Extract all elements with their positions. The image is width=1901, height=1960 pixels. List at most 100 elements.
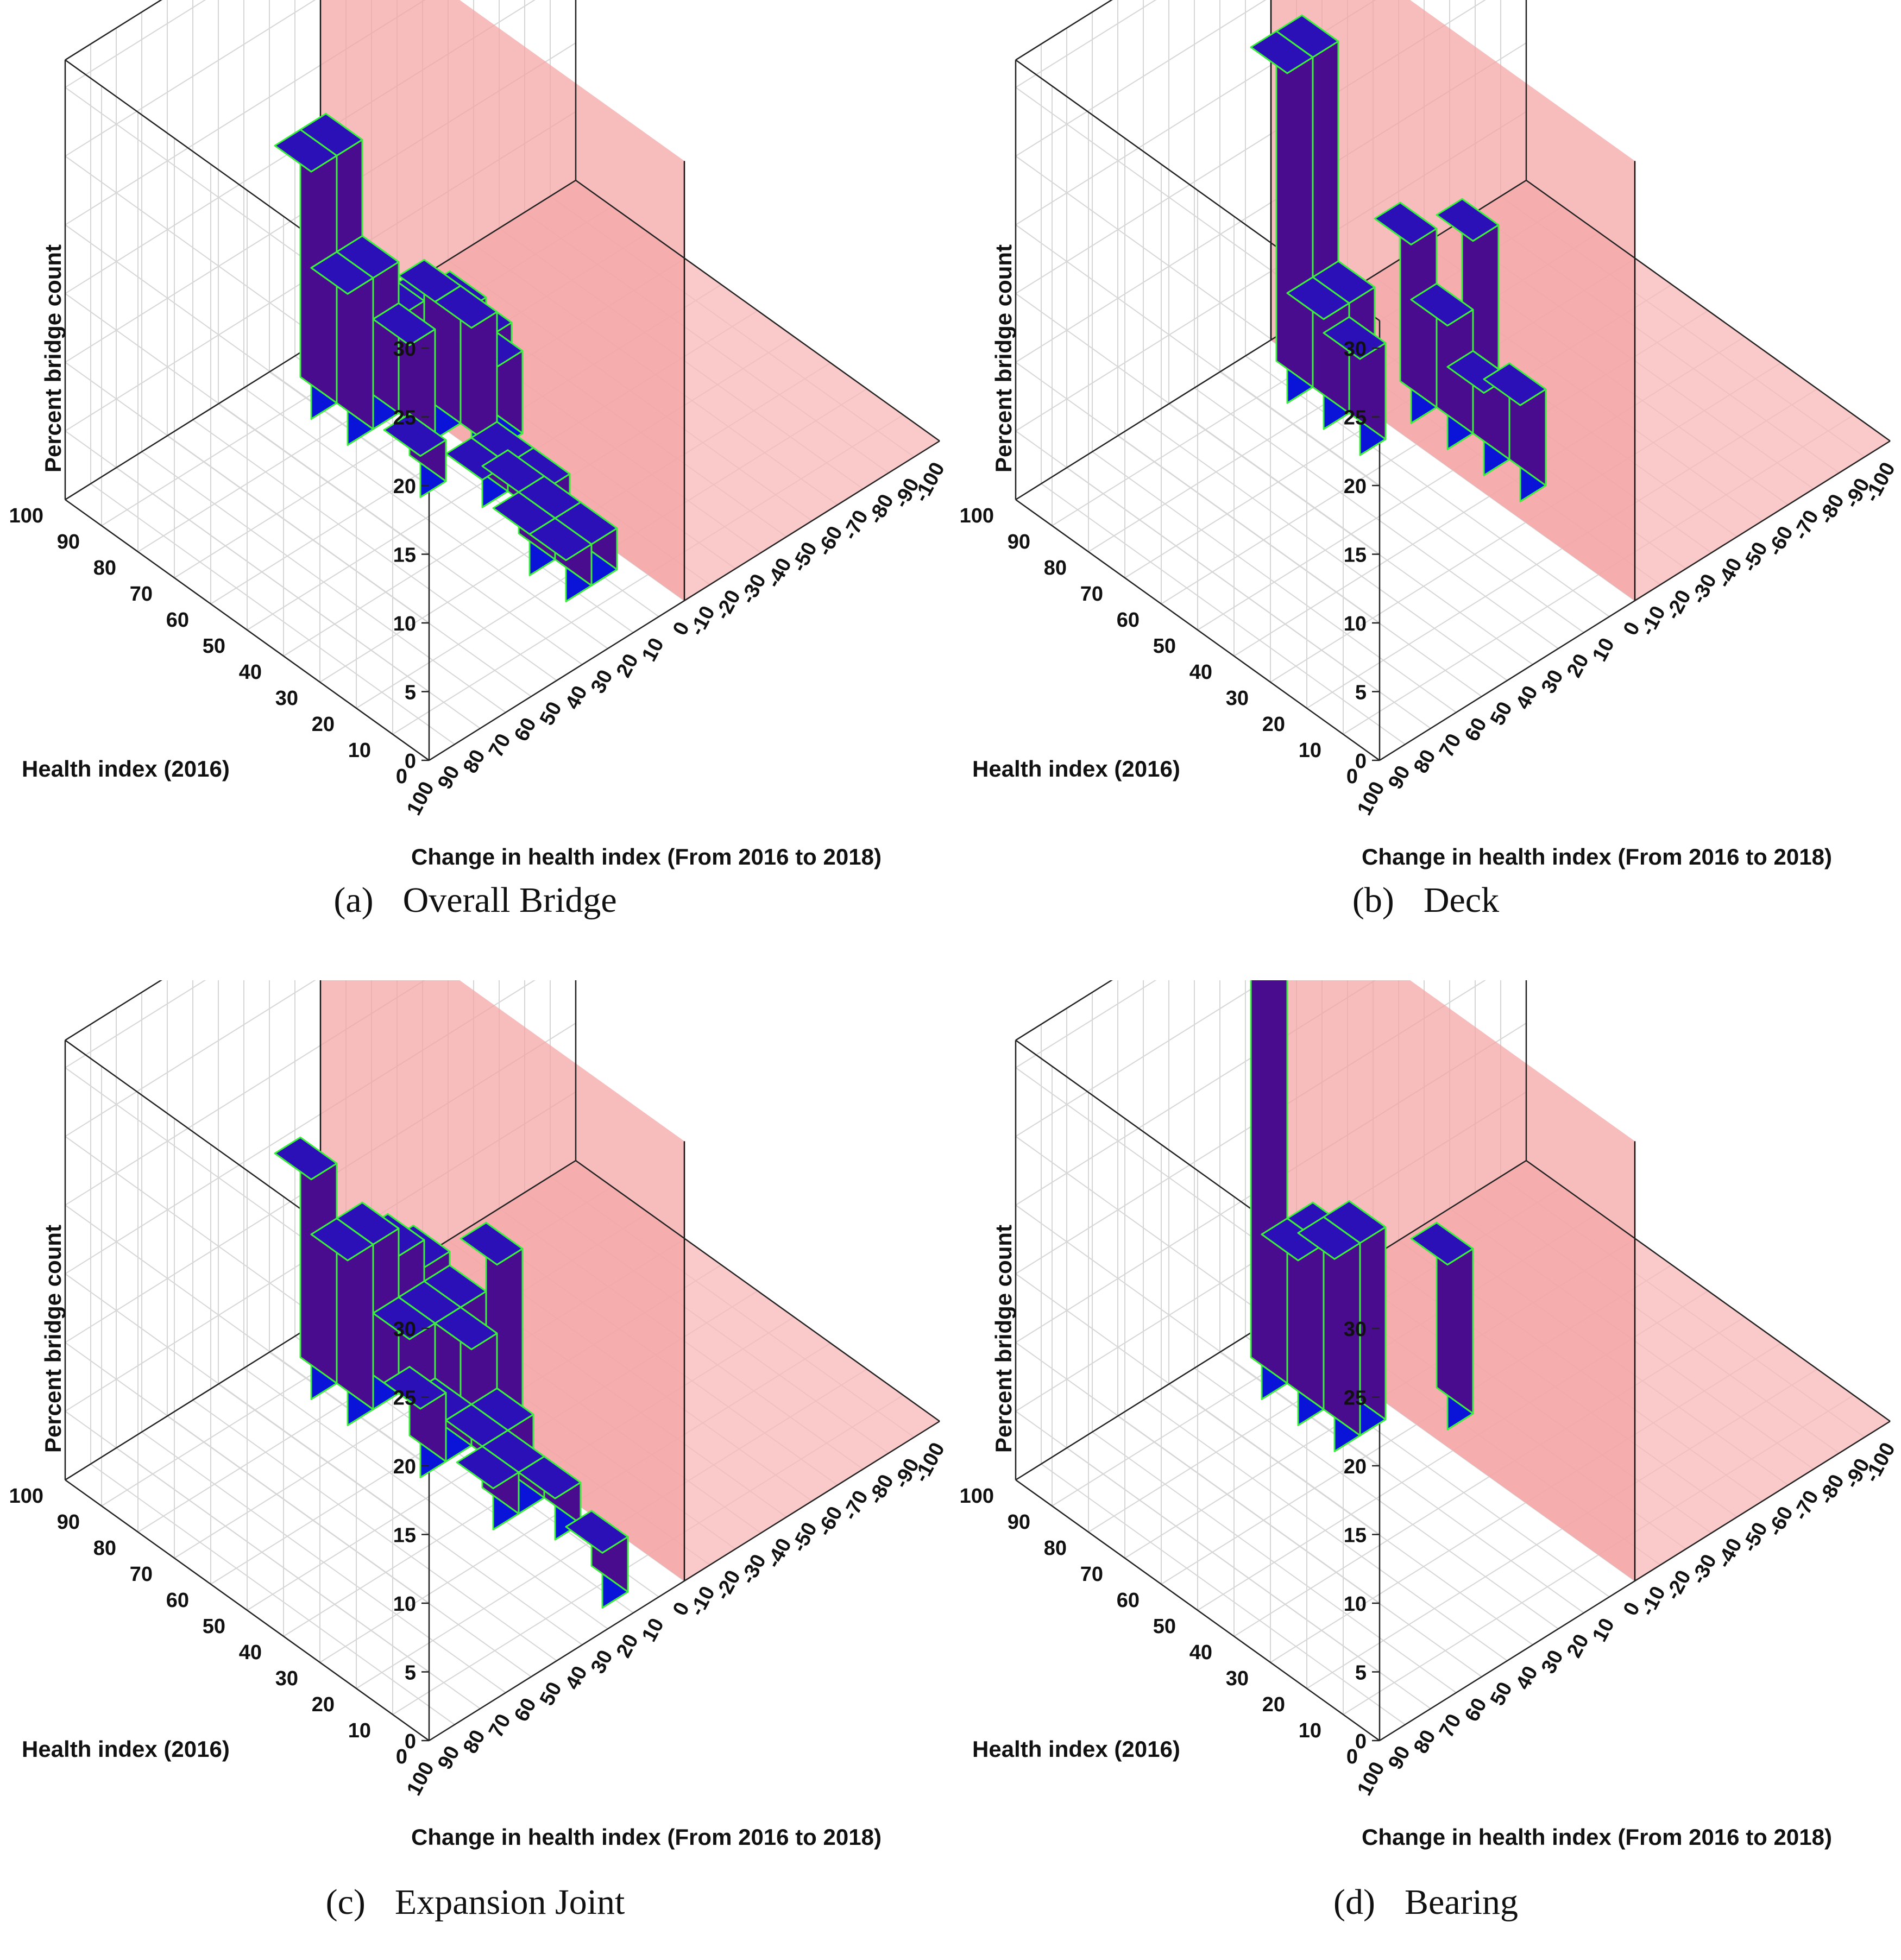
x-tick-label: 100 (402, 778, 439, 820)
y-tick-label: 40 (239, 661, 262, 684)
caption-d: (d) Bearing (950, 1882, 1901, 1923)
y-tick-label: 60 (166, 609, 189, 632)
z-tick-label: 15 (393, 544, 416, 567)
wall-gridline (65, 293, 430, 555)
chart-group: 0510152025300102030405060708090100100908… (960, 0, 1900, 869)
y-tick-label: 20 (1262, 713, 1285, 736)
wall-gridline (1015, 0, 1157, 88)
wall-gridline (65, 980, 206, 1068)
bar-side-face (1275, 30, 1314, 388)
bar (518, 1455, 582, 1541)
bar (310, 1218, 374, 1426)
z-tick-label: 30 (1344, 338, 1367, 361)
bar-top-face (528, 517, 593, 562)
axis-line (1379, 440, 1891, 761)
y-tick-label: 40 (239, 1641, 262, 1664)
bar-top-face (372, 302, 436, 346)
z-tick-label: 25 (1344, 1387, 1367, 1410)
panel-b: 0 5 10 15 20 25 30 0 10 20 30 40 50 60 70 80 90 100 100 90 8… (950, 0, 1901, 980)
z-tick-label: 25 (393, 407, 416, 430)
axis-line (1015, 1479, 1380, 1742)
axis-line (1526, 1159, 1891, 1422)
chart-a: 0510152025300102030405060708090100100908… (9, 0, 949, 869)
bars (1250, 14, 1547, 502)
z-tick-label: 5 (405, 682, 416, 704)
caption-b-label: (b) (1352, 880, 1394, 920)
bars (1250, 980, 1474, 1452)
z-axis-title: Percent bridge count (991, 1225, 1016, 1453)
y-axis-title: Health index (2016) (22, 1736, 230, 1762)
bar-top-face (383, 413, 447, 457)
y-tick-label: 40 (1189, 1641, 1212, 1664)
z-tick-label: 5 (1355, 682, 1367, 704)
axis-line (575, 179, 940, 442)
bar-top-face (1410, 1221, 1474, 1266)
z-axis-title: Percent bridge count (40, 244, 66, 472)
y-tick-label: 90 (57, 531, 80, 553)
bar-top-face (1261, 1218, 1325, 1262)
z-tick-label: 0 (1355, 750, 1367, 773)
bar (274, 1136, 338, 1400)
chart-group: 0510152025300102030405060708090100100908… (9, 0, 949, 869)
wall-gridline (1015, 224, 1380, 486)
y-tick-label: 60 (1117, 609, 1140, 632)
caption-c-label: (c) (325, 1882, 366, 1922)
z-axis-title: Percent bridge count (991, 244, 1016, 472)
y-tick-label: 100 (9, 1485, 43, 1508)
y-tick-label: 50 (203, 635, 225, 658)
axis-line (1015, 0, 1113, 61)
wall-gridline (65, 430, 430, 692)
y-tick-label: 10 (348, 1719, 371, 1742)
z-tick-label: 0 (1355, 1730, 1367, 1753)
bar (398, 259, 462, 440)
bars (274, 112, 618, 602)
wall-gridline (65, 362, 430, 623)
panel-d: 0 5 10 15 20 25 30 0 10 20 30 40 50 60 70 80 90 100 100 90 8… (950, 980, 1901, 1960)
bar-side-face (1250, 980, 1288, 1384)
y-tick-label: 100 (9, 505, 43, 527)
bar (383, 1366, 447, 1478)
bar-top-face (518, 1455, 582, 1499)
y-tick-label: 70 (130, 1563, 153, 1586)
bar (1483, 362, 1547, 502)
chart-b: 0510152025300102030405060708090100100908… (960, 0, 1900, 869)
wall-gridline (1015, 980, 1267, 1137)
axis-line (1015, 179, 1527, 501)
axis-line (429, 1420, 940, 1742)
z-tick-label: 25 (1344, 407, 1367, 430)
y-tick-label: 100 (960, 505, 994, 527)
chart-group: 0510152025300102030405060708090100100908… (960, 980, 1900, 1850)
bar (1323, 316, 1387, 456)
bar (456, 1445, 520, 1530)
x-axis-title: Change in health index (From 2016 to 201… (411, 1824, 882, 1850)
y-tick-label: 100 (960, 1485, 994, 1508)
axis-line (65, 980, 162, 1041)
z-tick-label: 5 (1355, 1662, 1367, 1685)
wall-gridline (1015, 1273, 1380, 1535)
bar-top-face (310, 251, 374, 295)
wall-gridline (65, 224, 430, 486)
z-tick-label: 15 (1344, 544, 1367, 567)
bar (372, 302, 436, 456)
axis-line (1379, 1420, 1891, 1742)
bar-top-face (1436, 198, 1500, 242)
bar (1410, 282, 1474, 450)
wall-gridline (1015, 1205, 1380, 1466)
y-tick-label: 10 (348, 739, 371, 762)
y-tick-label: 60 (166, 1589, 189, 1612)
bar-top-face (274, 129, 338, 173)
wall-gridline (1015, 980, 1157, 1068)
wall-gridline (65, 0, 206, 88)
bar-top-face (456, 1445, 520, 1490)
y-axis-title: Health index (2016) (22, 756, 230, 782)
axis-line (1526, 179, 1891, 442)
bar-top-face (565, 1510, 629, 1554)
y-tick-label: 20 (312, 713, 335, 736)
y-tick-label: 80 (1044, 1537, 1067, 1560)
x-axis-title: Change in health index (From 2016 to 201… (1362, 844, 1832, 869)
wall-gridline (1015, 0, 1267, 157)
y-tick-label: 50 (1153, 1615, 1176, 1638)
y-tick-label: 80 (93, 557, 116, 579)
y-tick-label: 0 (1346, 1745, 1358, 1768)
